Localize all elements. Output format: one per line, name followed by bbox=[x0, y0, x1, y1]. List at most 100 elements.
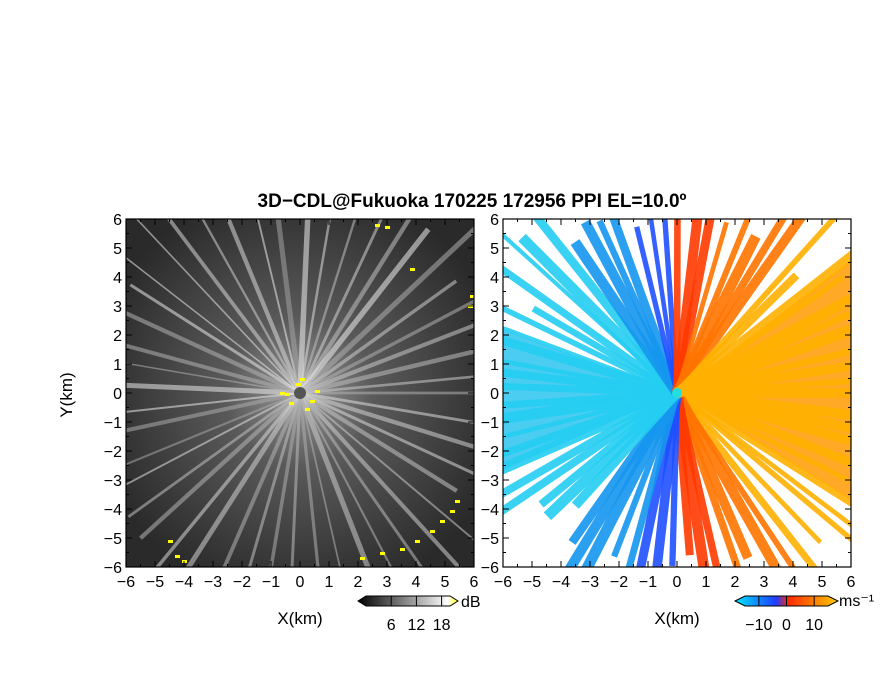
velocity-ray bbox=[676, 378, 851, 397]
echo-ray bbox=[275, 219, 303, 394]
echo-ray bbox=[299, 391, 474, 476]
echo-speckle bbox=[175, 555, 180, 558]
echo-speckle bbox=[289, 402, 294, 405]
x-tick-label: 2 bbox=[731, 574, 740, 591]
echo-speckle bbox=[296, 383, 301, 386]
colorbar-db-unit: dB bbox=[461, 594, 481, 611]
echo-ray bbox=[299, 390, 474, 449]
echo-ray bbox=[298, 219, 412, 395]
echo-speckle bbox=[385, 226, 390, 229]
left-echo-rays bbox=[126, 219, 474, 567]
colorbar-velocity-unit: ms⁻¹ bbox=[839, 593, 874, 610]
echo-ray bbox=[298, 392, 320, 567]
echo-ray bbox=[226, 219, 302, 394]
echo-ray bbox=[298, 226, 474, 395]
x-tick-label: −1 bbox=[639, 574, 657, 591]
echo-ray bbox=[127, 391, 301, 518]
echo-ray bbox=[269, 392, 302, 567]
x-tick-label: 3 bbox=[760, 574, 769, 591]
velocity-ray bbox=[674, 390, 818, 567]
echo-ray bbox=[297, 227, 431, 395]
echo-ray bbox=[126, 392, 301, 466]
x-tick-label: −6 bbox=[117, 574, 135, 591]
velocity-ray bbox=[672, 390, 782, 567]
y-tick-label: 6 bbox=[490, 212, 499, 229]
y-tick-label: 2 bbox=[113, 328, 122, 345]
echo-ray bbox=[299, 392, 341, 567]
echo-ray bbox=[222, 392, 302, 567]
echo-speckle bbox=[400, 548, 405, 551]
echo-ray bbox=[297, 392, 371, 567]
echo-ray bbox=[299, 392, 474, 542]
colorbar-velocity: −10 0 10 ms⁻¹ bbox=[733, 593, 874, 634]
echo-ray bbox=[299, 299, 474, 395]
echo-speckle bbox=[300, 378, 305, 381]
velocity-ray bbox=[675, 324, 851, 399]
x-tick-label: −3 bbox=[204, 574, 222, 591]
y-tick-label: −4 bbox=[104, 502, 122, 519]
velocity-ray bbox=[625, 392, 681, 567]
echo-speckle bbox=[450, 510, 455, 513]
y-tick-label: −5 bbox=[104, 531, 122, 548]
echo-speckle bbox=[360, 557, 365, 560]
y-tick-label: 4 bbox=[113, 270, 122, 287]
velocity-ray bbox=[503, 325, 678, 396]
echo-ray bbox=[126, 256, 301, 394]
echo-speckle bbox=[380, 552, 385, 555]
left-panel: −6 −5 −4 −3 −2 −1 0 1 2 3 4 5 6 6 5 4 3 2 1 0 −1 −2 −3 −4 −5 −6 bbox=[104, 212, 479, 591]
echo-ray bbox=[299, 323, 474, 395]
echo-ray bbox=[298, 391, 462, 567]
x-tick-label: −5 bbox=[146, 574, 164, 591]
echo-ray bbox=[298, 391, 458, 493]
echo-ray bbox=[185, 391, 303, 567]
left-xlabel: X(km) bbox=[277, 609, 322, 628]
velocity-ray bbox=[609, 219, 681, 395]
velocity-ray bbox=[634, 226, 680, 394]
velocity-ray bbox=[675, 388, 851, 468]
colorbar-velocity-tick-label: −10 bbox=[745, 617, 772, 634]
y-tick-label: −6 bbox=[104, 560, 122, 577]
colorbar-velocity-tick-label: 10 bbox=[805, 617, 823, 634]
chart-title: 3D−CDL@Fukuoka 170225 172956 PPI EL=10.0… bbox=[258, 191, 687, 212]
y-tick-label: −4 bbox=[481, 502, 499, 519]
echo-ray bbox=[297, 219, 311, 394]
y-tick-label: 3 bbox=[490, 299, 499, 316]
echo-speckle bbox=[470, 295, 474, 298]
echo-ray bbox=[256, 219, 301, 394]
x-tick-label: −4 bbox=[552, 574, 570, 591]
echo-speckle bbox=[440, 520, 445, 523]
left-radar-center bbox=[294, 387, 306, 399]
x-tick-label: 5 bbox=[441, 574, 450, 591]
x-tick-label: −2 bbox=[610, 574, 628, 591]
x-tick-label: −6 bbox=[494, 574, 512, 591]
echo-ray bbox=[129, 283, 301, 395]
x-tick-label: 5 bbox=[818, 574, 827, 591]
colorbar-db: 6 12 18 dB bbox=[357, 594, 481, 634]
echo-speckle bbox=[285, 393, 290, 396]
echo-ray bbox=[299, 349, 474, 396]
echo-ray bbox=[126, 391, 301, 413]
x-tick-label: 1 bbox=[702, 574, 711, 591]
velocity-ray bbox=[503, 389, 679, 458]
right-velocity-rays bbox=[503, 219, 851, 567]
velocity-ray bbox=[675, 390, 851, 543]
velocity-ray bbox=[673, 391, 742, 567]
echo-ray bbox=[248, 392, 302, 567]
echo-ray bbox=[126, 343, 301, 395]
echo-speckle bbox=[168, 540, 173, 543]
echo-speckle bbox=[415, 540, 420, 543]
y-tick-label: 0 bbox=[490, 386, 499, 403]
echo-ray bbox=[126, 391, 301, 433]
x-tick-label: −1 bbox=[262, 574, 280, 591]
velocity-ray bbox=[674, 221, 729, 394]
y-tick-label: −2 bbox=[104, 444, 122, 461]
echo-ray bbox=[298, 392, 424, 567]
echo-ray bbox=[166, 219, 302, 395]
echo-ray bbox=[299, 375, 474, 395]
x-tick-label: 6 bbox=[847, 574, 856, 591]
y-tick-label: 5 bbox=[113, 241, 122, 258]
y-tick-label: −2 bbox=[481, 444, 499, 461]
x-tick-label: −2 bbox=[233, 574, 251, 591]
velocity-ray bbox=[675, 391, 823, 545]
